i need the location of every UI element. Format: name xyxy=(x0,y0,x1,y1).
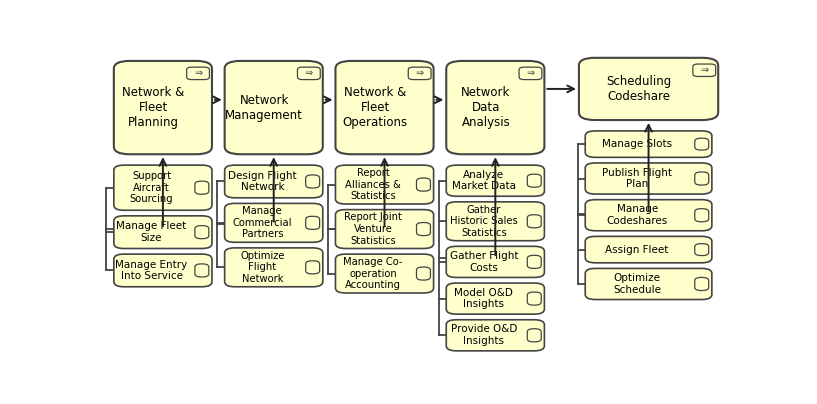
Text: Design Flight
Network: Design Flight Network xyxy=(228,170,297,192)
FancyBboxPatch shape xyxy=(446,320,544,351)
FancyBboxPatch shape xyxy=(306,175,319,188)
Text: Manage Slots: Manage Slots xyxy=(602,139,672,149)
FancyBboxPatch shape xyxy=(527,292,541,305)
Text: ⇒: ⇒ xyxy=(194,68,202,78)
FancyBboxPatch shape xyxy=(527,174,541,187)
FancyBboxPatch shape xyxy=(195,181,209,194)
FancyBboxPatch shape xyxy=(579,58,718,120)
FancyBboxPatch shape xyxy=(336,165,434,204)
FancyBboxPatch shape xyxy=(527,215,541,228)
Text: Analyze
Market Data: Analyze Market Data xyxy=(452,170,516,191)
Text: Report Joint
Venture
Statistics: Report Joint Venture Statistics xyxy=(344,213,402,246)
Text: Network &
Fleet
Planning: Network & Fleet Planning xyxy=(123,86,185,129)
FancyBboxPatch shape xyxy=(306,261,319,274)
FancyBboxPatch shape xyxy=(225,165,323,198)
FancyBboxPatch shape xyxy=(585,236,712,263)
FancyBboxPatch shape xyxy=(585,131,712,157)
FancyBboxPatch shape xyxy=(225,61,323,154)
FancyBboxPatch shape xyxy=(694,172,708,185)
Text: Support
Aircraft
Sourcing: Support Aircraft Sourcing xyxy=(130,171,173,204)
Text: Publish Flight
Plan: Publish Flight Plan xyxy=(602,168,672,189)
FancyBboxPatch shape xyxy=(694,138,708,150)
Text: Model O&D
Insights: Model O&D Insights xyxy=(454,288,513,309)
FancyBboxPatch shape xyxy=(519,67,542,80)
FancyBboxPatch shape xyxy=(336,254,434,293)
Text: Network
Data
Analysis: Network Data Analysis xyxy=(461,86,511,129)
FancyBboxPatch shape xyxy=(114,61,212,154)
FancyBboxPatch shape xyxy=(195,264,209,277)
Text: Manage
Codeshares: Manage Codeshares xyxy=(606,204,667,226)
FancyBboxPatch shape xyxy=(446,202,544,241)
FancyBboxPatch shape xyxy=(446,61,544,154)
FancyBboxPatch shape xyxy=(585,268,712,299)
FancyBboxPatch shape xyxy=(336,61,434,154)
Text: ⇒: ⇒ xyxy=(526,68,534,78)
FancyBboxPatch shape xyxy=(114,254,212,287)
FancyBboxPatch shape xyxy=(417,223,431,236)
FancyBboxPatch shape xyxy=(186,67,209,80)
Text: Manage Entry
Into Service: Manage Entry Into Service xyxy=(115,260,188,281)
Text: Manage Co-
operation
Accounting: Manage Co- operation Accounting xyxy=(343,257,403,290)
FancyBboxPatch shape xyxy=(527,255,541,268)
Text: Gather
Historic Sales
Statistics: Gather Historic Sales Statistics xyxy=(450,205,518,238)
Text: Manage
Commercial
Partners: Manage Commercial Partners xyxy=(233,206,292,240)
Text: Manage Fleet
Size: Manage Fleet Size xyxy=(116,221,186,243)
FancyBboxPatch shape xyxy=(336,210,434,248)
FancyBboxPatch shape xyxy=(694,244,708,256)
FancyBboxPatch shape xyxy=(297,67,320,80)
FancyBboxPatch shape xyxy=(446,246,544,278)
FancyBboxPatch shape xyxy=(693,64,716,76)
Text: Network &
Fleet
Operations: Network & Fleet Operations xyxy=(342,86,408,129)
Text: Gather Flight
Costs: Gather Flight Costs xyxy=(449,251,518,273)
FancyBboxPatch shape xyxy=(306,216,319,229)
Text: Assign Fleet: Assign Fleet xyxy=(605,244,669,255)
FancyBboxPatch shape xyxy=(527,329,541,342)
FancyBboxPatch shape xyxy=(585,200,712,231)
FancyBboxPatch shape xyxy=(694,209,708,222)
FancyBboxPatch shape xyxy=(408,67,431,80)
FancyBboxPatch shape xyxy=(114,165,212,210)
Text: ⇒: ⇒ xyxy=(305,68,313,78)
FancyBboxPatch shape xyxy=(114,216,212,248)
Text: Scheduling
Codeshare: Scheduling Codeshare xyxy=(606,75,672,103)
Text: ⇒: ⇒ xyxy=(700,65,708,75)
FancyBboxPatch shape xyxy=(417,178,431,191)
Text: Report
Alliances &
Statistics: Report Alliances & Statistics xyxy=(346,168,401,201)
Text: Provide O&D
Insights: Provide O&D Insights xyxy=(451,324,517,346)
FancyBboxPatch shape xyxy=(446,283,544,314)
Text: ⇒: ⇒ xyxy=(416,68,424,78)
Text: Optimize
Schedule: Optimize Schedule xyxy=(613,273,661,295)
Text: Optimize
Flight
Network: Optimize Flight Network xyxy=(240,251,284,284)
Text: Network
Management: Network Management xyxy=(225,94,303,122)
FancyBboxPatch shape xyxy=(417,267,431,280)
FancyBboxPatch shape xyxy=(585,163,712,194)
FancyBboxPatch shape xyxy=(446,165,544,196)
FancyBboxPatch shape xyxy=(694,278,708,290)
FancyBboxPatch shape xyxy=(225,248,323,287)
FancyBboxPatch shape xyxy=(195,226,209,239)
FancyBboxPatch shape xyxy=(225,203,323,242)
